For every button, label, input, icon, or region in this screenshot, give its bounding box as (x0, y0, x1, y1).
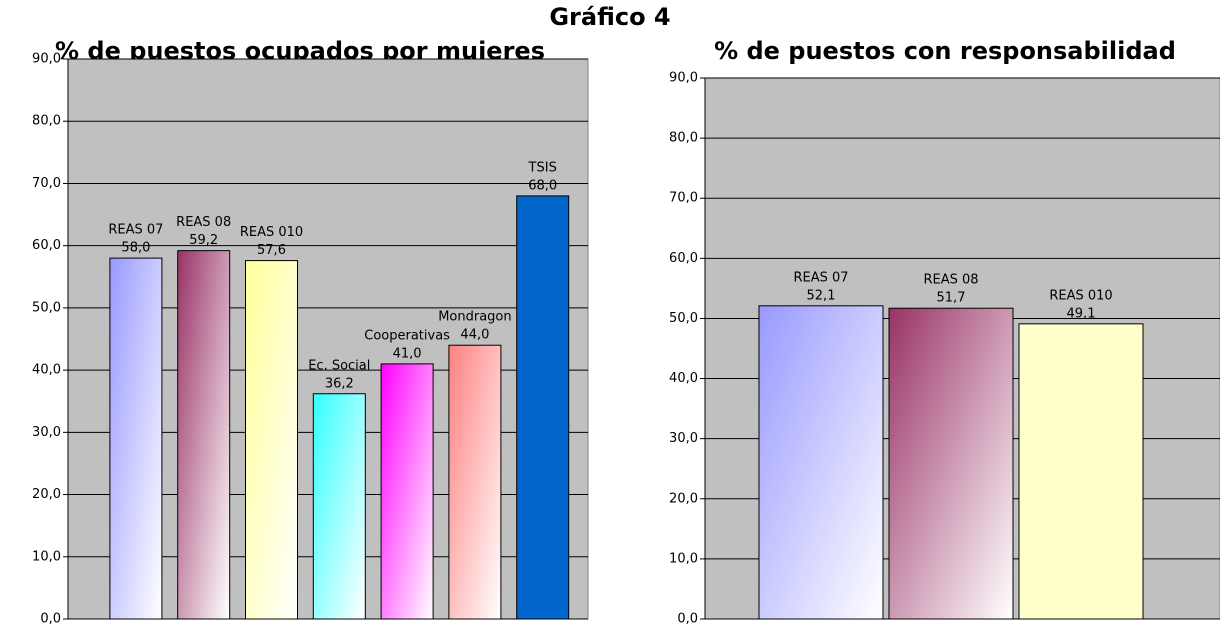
chart-title: % de puestos con responsabilidad (714, 37, 1176, 65)
y-tick-label: 60,0 (669, 251, 698, 266)
y-tick-label: 50,0 (32, 300, 61, 315)
bar (758, 305, 884, 620)
bar (516, 195, 570, 620)
category-label: REAS 07 (108, 223, 163, 238)
category-label: REAS 07 (793, 270, 848, 285)
y-tick-label: 70,0 (669, 191, 698, 206)
value-label: 68,0 (528, 178, 557, 193)
y-tick-label: 60,0 (32, 238, 61, 253)
y-tick-label: 70,0 (32, 176, 61, 191)
value-label: 57,6 (257, 243, 286, 258)
category-label: Ec. Social (308, 358, 370, 373)
bar (1018, 323, 1144, 620)
y-tick-label: 40,0 (32, 363, 61, 378)
y-tick-label: 20,0 (669, 491, 698, 506)
y-tick-label: 30,0 (32, 425, 61, 440)
category-label: REAS 08 (176, 215, 231, 230)
category-label: REAS 010 (1049, 288, 1112, 303)
category-label: Mondragon (438, 310, 511, 325)
y-tick-label: 10,0 (32, 549, 61, 564)
bar (380, 363, 434, 620)
category-label: REAS 010 (240, 225, 303, 240)
bar (448, 344, 502, 620)
category-label: Cooperativas (364, 328, 450, 343)
y-tick-label: 90,0 (32, 52, 61, 67)
value-label: 58,0 (121, 241, 150, 256)
y-tick-label: 90,0 (669, 71, 698, 86)
bar (109, 257, 163, 620)
value-label: 41,0 (393, 346, 422, 361)
y-tick-label: 40,0 (669, 371, 698, 386)
category-label: REAS 08 (923, 273, 978, 288)
y-tick-label: 0,0 (40, 612, 61, 624)
value-label: 49,1 (1067, 306, 1096, 321)
y-tick-label: 80,0 (669, 131, 698, 146)
value-label: 44,0 (460, 328, 489, 343)
y-tick-label: 50,0 (669, 311, 698, 326)
value-label: 51,7 (937, 291, 966, 306)
y-tick-label: 80,0 (32, 114, 61, 129)
bar (888, 307, 1014, 620)
y-tick-label: 30,0 (669, 431, 698, 446)
value-label: 52,1 (807, 288, 836, 303)
y-tick-label: 10,0 (669, 551, 698, 566)
y-tick-label: 20,0 (32, 487, 61, 502)
value-label: 59,2 (189, 233, 218, 248)
bar (177, 250, 231, 620)
bar (312, 393, 366, 620)
bar (245, 260, 298, 620)
value-label: 36,2 (325, 376, 354, 391)
category-label: TSIS (528, 160, 557, 175)
y-tick-label: 0,0 (677, 612, 698, 624)
page-title: Gráfico 4 (549, 3, 670, 31)
